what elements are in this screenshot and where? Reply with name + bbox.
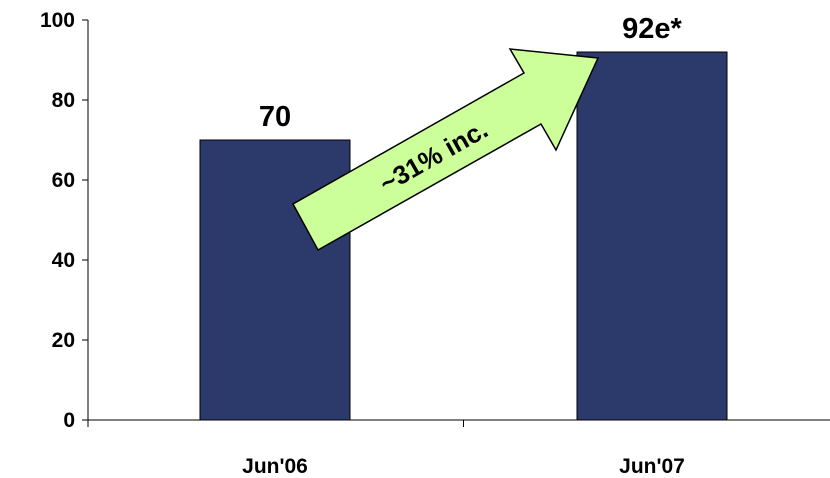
x-category-label: Jun'06	[242, 455, 308, 478]
bar-value-label: 92e*	[622, 13, 682, 45]
y-tick-label: 80	[52, 89, 75, 112]
bar	[199, 139, 351, 421]
y-tick-label: 40	[52, 249, 75, 272]
x-category-label: Jun'07	[619, 455, 685, 478]
y-tick-label: 100	[40, 9, 75, 32]
y-axis: 0 20 40 60 80 100	[40, 9, 89, 432]
bar-value-label: 70	[259, 101, 291, 133]
data-labels: 70 92e*	[259, 13, 683, 133]
bars	[199, 51, 728, 421]
growth-arrow	[291, 48, 600, 252]
bar	[576, 51, 728, 421]
x-axis: Jun'06 Jun'07	[87, 419, 830, 478]
y-tick-label: 60	[52, 169, 75, 192]
y-tick-label: 20	[52, 329, 75, 352]
y-tick-label: 0	[63, 409, 75, 432]
